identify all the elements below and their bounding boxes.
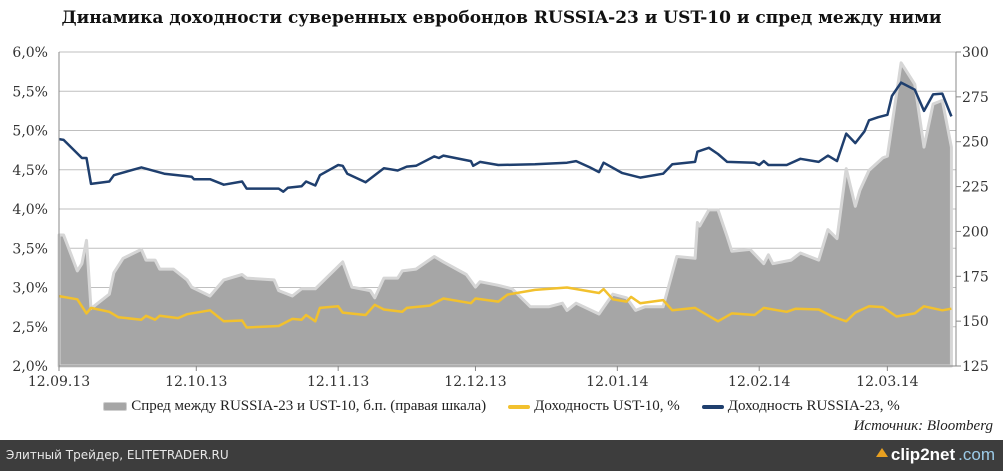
y-left-tick-label: 2,5% <box>12 320 48 336</box>
logo-main: clip2net <box>890 445 956 464</box>
y-left-tick-label: 4,5% <box>12 163 48 179</box>
upload-arrow-icon <box>875 447 888 457</box>
y-left-tick-label: 6,0% <box>12 45 48 61</box>
x-tick-label: 12.03.14 <box>856 374 918 390</box>
legend-label-russia: Доходность RUSSIA-23, % <box>727 398 900 414</box>
y-left-tick-label: 5,5% <box>12 84 48 100</box>
footer-bar: Элитный Трейдер, ELITETRADER.RU clip2net… <box>0 440 1003 471</box>
russia-23-yield-line <box>58 81 953 193</box>
axes: 2,0% 2,5% 3,0% 3,5% 4,0% 4,5% 5,0% 5,5% 6,0% 125 1… <box>12 45 988 390</box>
legend-item-russia: Доходность RUSSIA-23, % <box>701 398 900 415</box>
y-right-tick-label: 125 <box>962 359 989 375</box>
legend-label-spread: Спред между RUSSIA-23 и UST-10, б.п. (пр… <box>131 398 487 414</box>
x-tick-label: 12.11.13 <box>307 374 369 390</box>
legend-swatch-spread <box>103 402 128 411</box>
legend-label-ust: Доходность UST-10, % <box>534 398 680 414</box>
x-tick-label: 12.12.13 <box>444 374 506 390</box>
y-left-tick-label: 3,0% <box>12 281 48 297</box>
line-series <box>58 81 953 329</box>
y-right-tick-label: 200 <box>962 224 989 240</box>
y-right-tick-label: 275 <box>962 90 989 106</box>
x-tick-label: 12.09.13 <box>28 374 90 390</box>
legend-item-ust: Доходность UST-10, % <box>508 398 680 415</box>
spread-area-series <box>57 61 953 368</box>
chart-title: Динамика доходности суверенных евробондо… <box>61 8 942 28</box>
y-right-tick-label: 225 <box>962 180 989 196</box>
x-tick-label: 12.02.14 <box>728 374 790 390</box>
y-right-tick-label: 250 <box>962 135 989 151</box>
legend-swatch-ust <box>508 404 531 409</box>
chart-canvas: 2,0% 2,5% 3,0% 3,5% 4,0% 4,5% 5,0% 5,5% 6,0% 125 1… <box>12 45 988 390</box>
source-note: Источник: Bloomberg <box>853 418 993 434</box>
y-left-tick-label: 4,0% <box>12 202 48 218</box>
y-left-tick-label: 3,5% <box>12 241 48 257</box>
y-right-tick-label: 175 <box>962 269 989 285</box>
clip2net-logo[interactable]: clip2net .com <box>875 445 995 465</box>
x-tick-label: 12.01.14 <box>586 374 648 390</box>
legend-item-spread: Спред между RUSSIA-23 и UST-10, б.п. (пр… <box>103 398 486 415</box>
y-right-tick-label: 300 <box>962 45 989 61</box>
footer-text: Элитный Трейдер, ELITETRADER.RU <box>6 448 229 462</box>
y-right-tick-label: 150 <box>962 314 989 330</box>
spread-area <box>57 61 953 368</box>
x-tick-label: 12.10.13 <box>165 374 227 390</box>
legend: Спред между RUSSIA-23 и UST-10, б.п. (пр… <box>0 398 1003 415</box>
logo-suffix: .com <box>958 445 995 464</box>
legend-swatch-russia <box>701 404 724 409</box>
y-left-tick-label: 2,0% <box>12 359 48 375</box>
y-left-tick-label: 5,0% <box>12 124 48 140</box>
